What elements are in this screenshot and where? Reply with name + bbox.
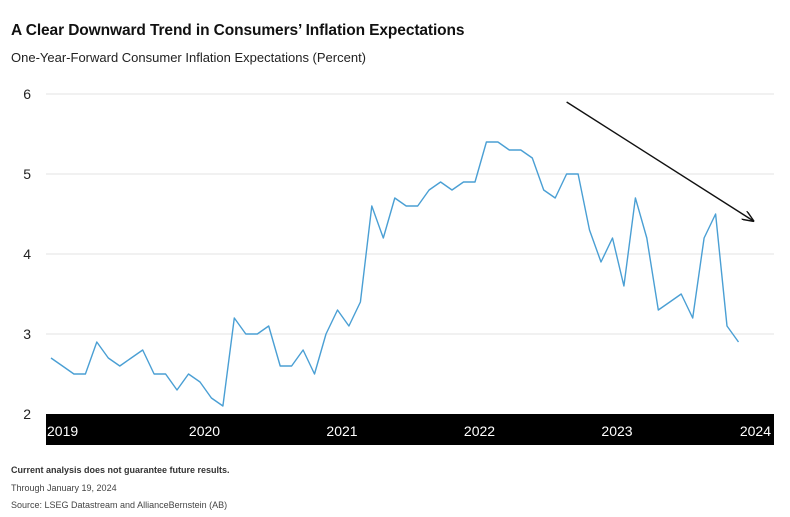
x-tick-label: 2021 [326,423,357,439]
footer-disclaimer: Current analysis does not guarantee futu… [11,465,230,475]
y-tick-label: 5 [23,166,31,182]
trend-arrow [566,101,753,220]
x-tick-label: 2023 [601,423,632,439]
chart-title: A Clear Downward Trend in Consumers’ Inf… [11,22,465,39]
x-tick-label: 2019 [47,423,78,439]
y-tick-label: 3 [23,326,31,342]
inflation-expectations-chart: 2 3 4 5 6 2019 2020 2021 2022 2023 2024 [23,86,774,445]
series-line [50,141,740,407]
y-tick-label: 6 [23,86,31,102]
footer-source: Source: LSEG Datastream and AllianceBern… [11,500,228,510]
chart-subtitle: One-Year-Forward Consumer Inflation Expe… [11,50,367,65]
footer-through-date: Through January 19, 2024 [11,483,117,493]
y-tick-label: 4 [23,246,31,262]
x-tick-label: 2022 [464,423,495,439]
x-tick-label: 2024 [740,423,771,439]
y-tick-label: 2 [23,406,31,422]
x-axis-band [46,414,774,445]
x-tick-label: 2020 [189,423,220,439]
